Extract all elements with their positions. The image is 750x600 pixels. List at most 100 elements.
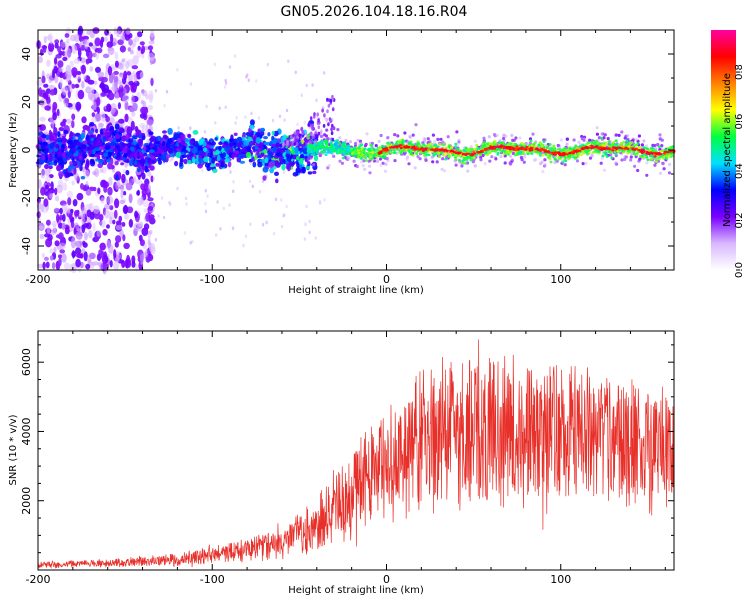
spectrogram-cell: [198, 139, 204, 146]
spectrogram-cell: [149, 217, 156, 225]
spectrogram-cell: [252, 161, 257, 168]
spectrogram-cell: [202, 141, 207, 147]
spectrogram-cell: [556, 143, 560, 148]
spectrogram-cell: [100, 92, 107, 97]
spectrogram-cell: [88, 146, 95, 150]
spectrogram-cell: [499, 154, 503, 159]
spectrogram-cell: [260, 152, 265, 157]
spectrogram-cell: [218, 145, 222, 151]
spectrogram-cell: [41, 134, 47, 139]
spectrogram-cell: [134, 73, 138, 84]
spectrogram-cell: [336, 141, 339, 144]
spectrogram-cell: [82, 263, 86, 269]
spectrogram-cell: [466, 169, 470, 173]
spectrogram-cell: [582, 138, 586, 142]
spectrogram-cell: [427, 143, 431, 146]
spectrogram-cell: [141, 45, 146, 54]
spectrogram-cell: [340, 161, 344, 165]
spectrogram-cell: [620, 158, 624, 162]
spectrogram-cell: [75, 101, 82, 111]
spectrogram-cell: [125, 182, 133, 191]
spectrogram-cell: [167, 127, 173, 135]
spectrogram-cell: [49, 142, 55, 150]
spectrogram-cell: [48, 165, 53, 170]
spectrogram-cell: [94, 147, 100, 152]
spectrogram-cell: [510, 158, 515, 162]
spectrogram-cell: [388, 142, 392, 146]
spectrogram-cell: [432, 139, 437, 144]
spectrogram-cell: [62, 56, 68, 62]
spectrogram-cell: [347, 157, 351, 161]
spectrogram-cell: [347, 146, 351, 150]
spectrogram-cell: [49, 89, 56, 96]
spectrogram-cell: [609, 153, 613, 157]
spectrogram-cell: [89, 252, 96, 260]
spectrogram-cell: [99, 159, 104, 163]
spectrogram-cell: [75, 235, 83, 240]
spectrogram-cell: [95, 66, 101, 73]
spectrogram-cell: [454, 163, 458, 167]
spectrogram-cell: [111, 37, 118, 46]
spectrogram-cell: [248, 179, 252, 184]
spectrogram-cell: [125, 60, 130, 69]
spectrogram-cell: [311, 135, 315, 140]
spectrogram-cell: [88, 202, 94, 212]
spectrogram-cell: [102, 229, 108, 236]
spectrogram-cell: [134, 126, 139, 132]
spectrogram-cell: [113, 70, 119, 76]
spectrogram-cell: [257, 147, 263, 151]
spectrogram-cell: [377, 139, 381, 143]
spectrogram-cell: [329, 98, 333, 103]
spectrogram-cell: [211, 157, 216, 164]
spectrogram-cell: [511, 138, 515, 142]
spectrogram-cell: [53, 223, 57, 231]
spectrogram-cell: [307, 122, 311, 127]
spectrogram-cell: [153, 153, 160, 158]
spectrogram-cell: [94, 168, 100, 178]
spectrogram-cell: [189, 126, 192, 130]
spectrogram-cell: [53, 207, 60, 213]
spectrogram-cell: [585, 143, 589, 146]
spectrogram-cell: [326, 109, 329, 114]
spectrogram-cell: [233, 150, 240, 154]
spectrogram-cell: [117, 102, 121, 110]
spectrogram-cell: [607, 140, 611, 143]
spectrogram-cell: [128, 193, 133, 204]
spectrogram-cell: [497, 141, 501, 144]
spectrogram-cell: [446, 135, 450, 139]
spectrogram-cell: [411, 143, 415, 147]
spectrogram-cell: [580, 153, 584, 156]
spectrogram-cell: [148, 230, 153, 235]
spectrogram-cell: [482, 136, 486, 140]
spectrogram-cell: [537, 143, 541, 147]
spectrogram-cell: [463, 149, 467, 153]
spectrogram-cell: [311, 126, 314, 131]
spectrogram-cell: [601, 144, 605, 147]
spectrogram-cell: [258, 189, 262, 194]
spectrogram-cell: [508, 162, 513, 166]
spectrogram-cell: [496, 151, 500, 155]
spectrogram-cell: [533, 141, 537, 145]
spectrogram-cell: [228, 65, 232, 69]
spectrogram-cell: [332, 126, 336, 131]
spectrogram-cell: [392, 151, 396, 154]
spectrogram-cell: [155, 141, 161, 145]
spectrogram-cell: [46, 73, 50, 79]
spectrogram-cell: [438, 155, 441, 159]
spectrogram-cell: [266, 62, 269, 67]
spectrogram-cell: [488, 159, 492, 163]
spectrogram-cell: [563, 163, 567, 167]
spectrogram-cell: [96, 47, 103, 54]
spectrogram-cell: [581, 162, 585, 166]
spectrogram-cell: [122, 234, 126, 242]
spectrogram-cell: [59, 242, 66, 250]
spectrogram-cell: [49, 148, 53, 154]
spectrogram-cell: [187, 159, 192, 165]
spectrogram-cell: [41, 45, 48, 50]
spectrogram-cell: [417, 142, 421, 145]
spectrogram-cell: [114, 160, 119, 166]
spectrogram-cell: [49, 135, 55, 142]
spectrogram-cell: [490, 143, 494, 146]
spectrogram-cell: [315, 98, 318, 103]
spectrogram-cell: [645, 161, 649, 165]
